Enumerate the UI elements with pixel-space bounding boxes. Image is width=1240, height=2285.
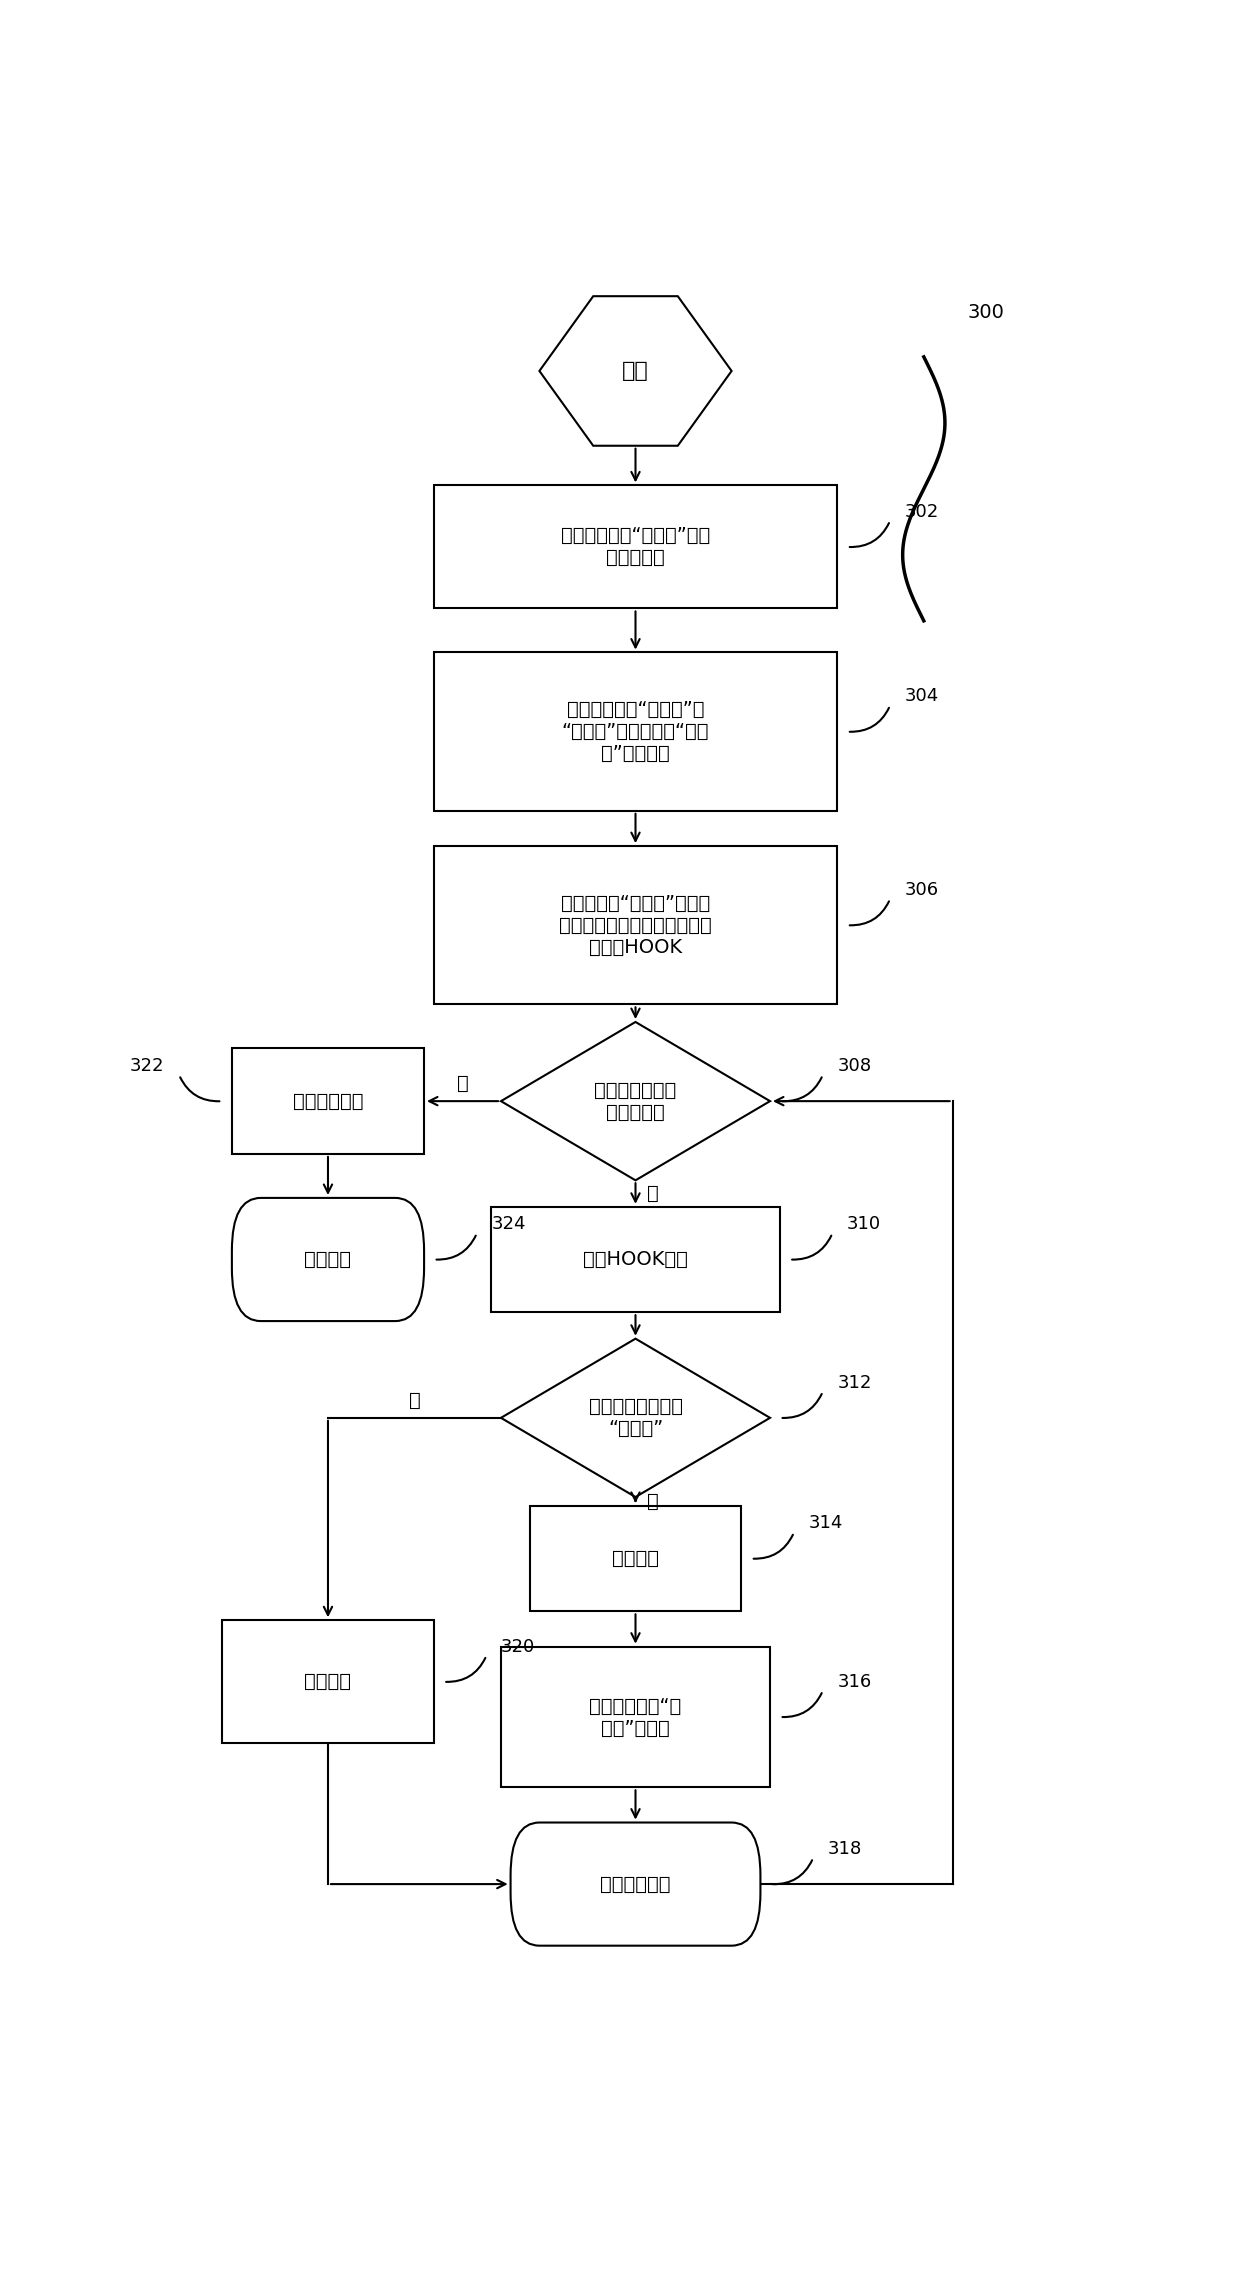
Text: 用户正常操作“上
网域”内文件: 用户正常操作“上 网域”内文件 xyxy=(589,1695,682,1737)
Text: 拒绝打开: 拒绝打开 xyxy=(305,1673,351,1691)
Text: 允许打开: 允许打开 xyxy=(613,1549,658,1568)
Text: 处于默认桌面“安全域”，用
户不能上网: 处于默认桌面“安全域”，用 户不能上网 xyxy=(560,526,711,567)
FancyBboxPatch shape xyxy=(434,484,837,608)
Text: 316: 316 xyxy=(837,1673,872,1691)
Text: 308: 308 xyxy=(837,1058,872,1074)
FancyBboxPatch shape xyxy=(232,1049,424,1154)
Text: 324: 324 xyxy=(491,1216,526,1234)
FancyBboxPatch shape xyxy=(501,1647,770,1787)
FancyBboxPatch shape xyxy=(232,1197,424,1321)
FancyBboxPatch shape xyxy=(491,1206,780,1312)
Polygon shape xyxy=(539,297,732,446)
Text: 314: 314 xyxy=(808,1515,843,1533)
Text: 318: 318 xyxy=(828,1839,862,1858)
Text: 312: 312 xyxy=(837,1373,872,1392)
Text: 322: 322 xyxy=(130,1058,165,1074)
Text: 304: 304 xyxy=(905,688,939,706)
FancyBboxPatch shape xyxy=(222,1620,434,1743)
Text: 302: 302 xyxy=(905,503,939,521)
Text: 否: 否 xyxy=(647,1492,658,1510)
Text: 进入HOOK逻辑: 进入HOOK逻辑 xyxy=(583,1250,688,1268)
Polygon shape xyxy=(501,1021,770,1181)
Text: 320: 320 xyxy=(501,1638,536,1657)
FancyBboxPatch shape xyxy=(434,845,837,1005)
Text: 300: 300 xyxy=(967,304,1004,322)
Text: 306: 306 xyxy=(905,882,939,898)
Text: 是: 是 xyxy=(409,1392,420,1410)
Text: 在虚拟桌面“上网域”里启动
进程，对此进程的用户操作函
数进行HOOK: 在虚拟桌面“上网域”里启动 进程，对此进程的用户操作函 数进行HOOK xyxy=(559,893,712,957)
Text: 逻辑结束: 逻辑结束 xyxy=(305,1250,351,1268)
Text: 等待进程结束: 等待进程结束 xyxy=(293,1092,363,1111)
Text: 是: 是 xyxy=(647,1184,658,1202)
FancyBboxPatch shape xyxy=(529,1506,742,1611)
Text: 开始: 开始 xyxy=(622,361,649,382)
FancyBboxPatch shape xyxy=(434,654,837,811)
Polygon shape xyxy=(501,1339,770,1497)
FancyBboxPatch shape xyxy=(511,1823,760,1947)
Text: 检查文件是否属于
“安全域”: 检查文件是否属于 “安全域” xyxy=(589,1398,682,1437)
Text: 本次操作结束: 本次操作结束 xyxy=(600,1874,671,1894)
Text: 310: 310 xyxy=(847,1216,882,1234)
Text: 否: 否 xyxy=(456,1074,469,1092)
Text: 进入虚拟桌面“上网域”，
“上网域”内能上网，“安全
域”保持断网: 进入虚拟桌面“上网域”， “上网域”内能上网，“安全 域”保持断网 xyxy=(562,699,709,763)
Text: 是否有用户打开
文件的操作: 是否有用户打开 文件的操作 xyxy=(594,1081,677,1122)
